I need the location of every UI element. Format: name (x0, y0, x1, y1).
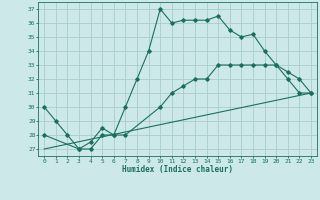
X-axis label: Humidex (Indice chaleur): Humidex (Indice chaleur) (122, 165, 233, 174)
